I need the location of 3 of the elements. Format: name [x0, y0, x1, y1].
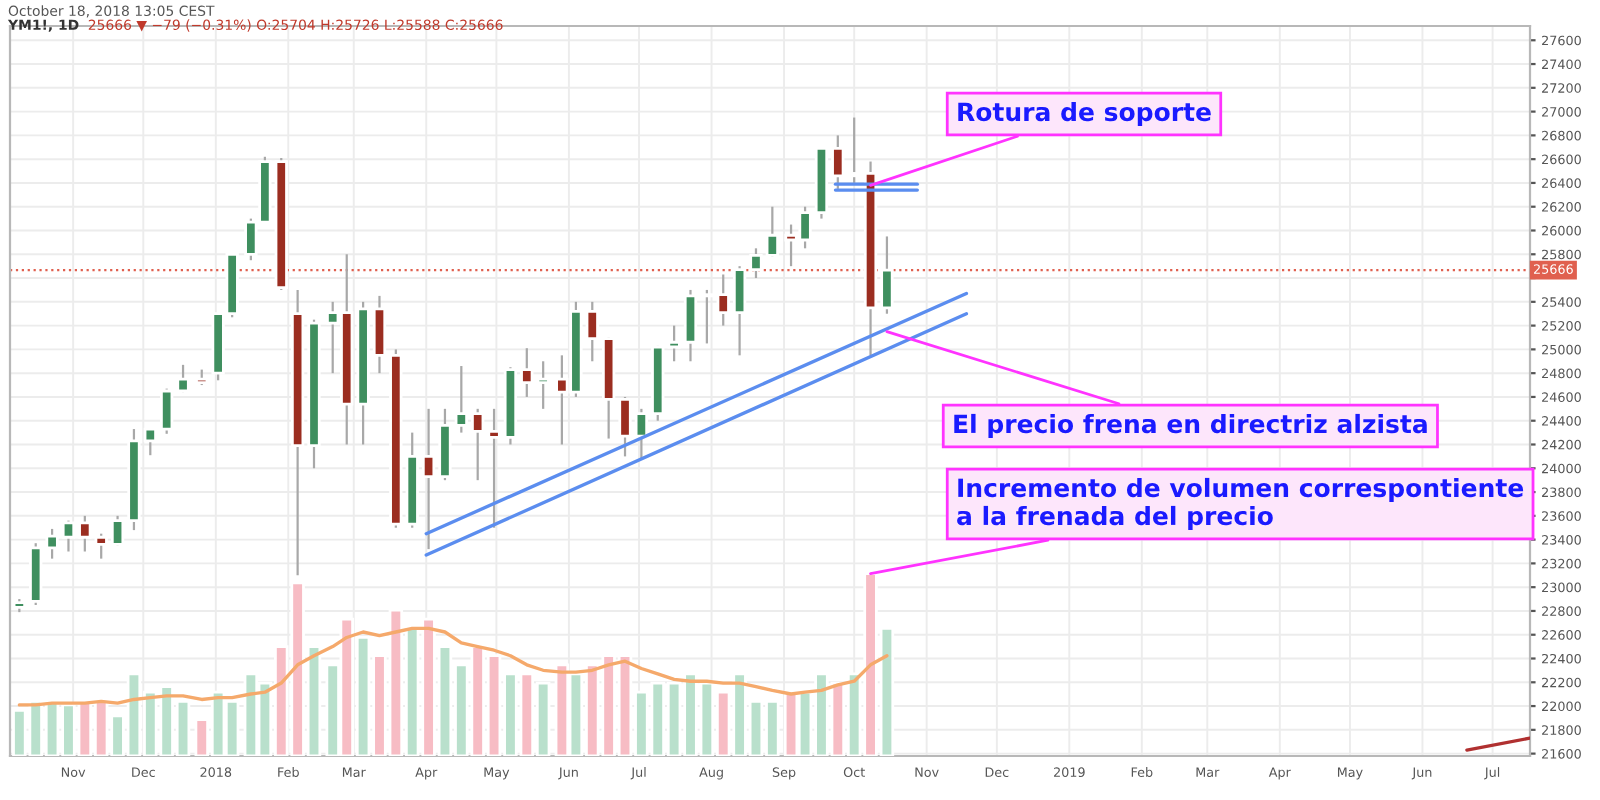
annotation: El precio frena en directriz alzista [954, 413, 1427, 439]
annotation: Incremento de volumen correspontiente a la frenada del precio [957, 477, 1524, 531]
annotation: Rotura de soporte [958, 101, 1211, 127]
